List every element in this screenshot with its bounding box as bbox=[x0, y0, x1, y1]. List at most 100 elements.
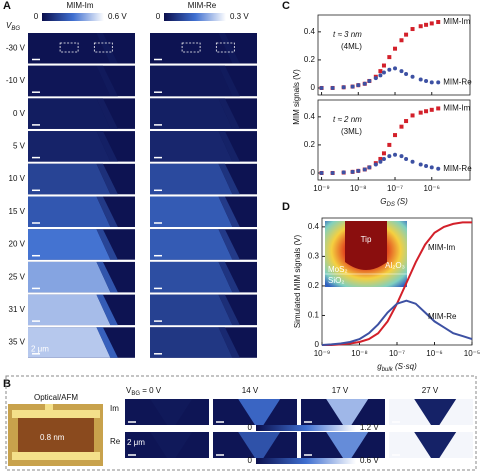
colorbar-min: 0 bbox=[248, 456, 253, 465]
point bbox=[410, 113, 415, 118]
image-strip bbox=[218, 261, 240, 293]
inset-label: MoS₂ bbox=[328, 265, 348, 274]
image-region bbox=[150, 229, 233, 260]
row-label: -10 V bbox=[6, 76, 26, 85]
x-tick-label: 10⁻⁹ bbox=[313, 184, 330, 193]
point bbox=[362, 81, 367, 86]
point bbox=[399, 38, 404, 43]
series-label: MIM-Re bbox=[443, 164, 472, 173]
point bbox=[393, 152, 398, 157]
image-region bbox=[150, 327, 233, 358]
row-label: 25 V bbox=[9, 272, 26, 281]
series-label: MIM-Im bbox=[443, 17, 470, 26]
colorbar-max: 0.6 V bbox=[360, 456, 379, 465]
scale-label: 2 μm bbox=[31, 344, 49, 353]
series-label: MIM-Im bbox=[428, 243, 455, 252]
point bbox=[393, 46, 398, 51]
label: VBG = 0 V bbox=[126, 386, 162, 396]
colorbar-title: MIM-Im bbox=[66, 1, 93, 10]
row-label: 15 V bbox=[9, 207, 26, 216]
label-part: V bbox=[126, 386, 132, 395]
y-tick-label: 0.1 bbox=[308, 311, 320, 320]
label: GDS (S) bbox=[380, 197, 408, 207]
image-region bbox=[414, 399, 457, 425]
point bbox=[367, 165, 372, 170]
y-tick-label: 0.4 bbox=[304, 27, 316, 36]
image-strip bbox=[96, 33, 118, 64]
point bbox=[436, 166, 441, 171]
roi-box bbox=[181, 42, 201, 53]
x-tick-label: 10⁻⁸ bbox=[350, 184, 367, 193]
column-label: 17 V bbox=[332, 386, 349, 395]
x-tick-label: 10⁻⁸ bbox=[351, 349, 368, 358]
image-region bbox=[326, 399, 369, 425]
line bbox=[321, 299, 473, 346]
point bbox=[387, 67, 392, 72]
y-tick-label: 0.4 bbox=[304, 112, 316, 121]
image-strip bbox=[218, 65, 240, 97]
panel-label: D bbox=[282, 201, 290, 213]
point bbox=[429, 165, 434, 170]
point bbox=[330, 170, 335, 175]
row-label: 10 V bbox=[9, 174, 26, 183]
point bbox=[436, 20, 441, 25]
image-region bbox=[150, 261, 233, 293]
image-strip bbox=[96, 65, 118, 97]
inset-label: Tip bbox=[361, 235, 372, 244]
image-region bbox=[28, 163, 111, 195]
point bbox=[404, 32, 409, 37]
image-region bbox=[150, 98, 233, 129]
point bbox=[418, 77, 423, 82]
image-region bbox=[238, 399, 281, 425]
image-region bbox=[28, 229, 111, 260]
point bbox=[399, 124, 404, 129]
row-label: 35 V bbox=[9, 338, 26, 347]
annotation: t ≈ 2 nm bbox=[333, 115, 362, 124]
point bbox=[429, 80, 434, 85]
image-region bbox=[28, 261, 111, 293]
colorbar-max: 0.6 V bbox=[108, 12, 127, 21]
image-region bbox=[414, 432, 457, 458]
image-region bbox=[28, 196, 111, 227]
x-tick-label: 10⁻⁹ bbox=[314, 349, 331, 358]
roi-box bbox=[59, 42, 79, 53]
point bbox=[424, 22, 429, 27]
image-strip bbox=[218, 294, 240, 326]
image-region bbox=[150, 432, 193, 458]
image-strip bbox=[96, 229, 118, 260]
plot-frame bbox=[317, 14, 471, 96]
y-tick-label: 0 bbox=[315, 340, 320, 349]
label-part: BG bbox=[131, 391, 140, 397]
point bbox=[387, 154, 392, 159]
row-label: Re bbox=[110, 437, 121, 446]
y-tick-label: 0.3 bbox=[308, 252, 320, 261]
series-label: MIM-Re bbox=[443, 77, 472, 86]
point bbox=[330, 85, 335, 90]
y-axis-label: MIM signals (V) bbox=[292, 69, 301, 125]
point bbox=[381, 156, 386, 161]
panel-label: A bbox=[3, 0, 11, 12]
column-label: 27 V bbox=[422, 386, 439, 395]
row-label: 5 V bbox=[13, 141, 26, 150]
image-region bbox=[28, 327, 111, 358]
y-tick-label: 0.2 bbox=[308, 281, 320, 290]
row-label: Im bbox=[110, 404, 119, 413]
colorbar bbox=[42, 13, 104, 21]
image-region bbox=[150, 131, 233, 162]
point bbox=[356, 83, 361, 88]
point bbox=[429, 107, 434, 112]
colorbar-min: 0 bbox=[34, 12, 39, 21]
point bbox=[410, 27, 415, 32]
image-region bbox=[238, 432, 281, 458]
image-strip bbox=[218, 131, 240, 162]
row-label: 20 V bbox=[9, 240, 26, 249]
point bbox=[418, 110, 423, 115]
y-tick-label: 0 bbox=[311, 168, 316, 177]
image-region bbox=[150, 294, 233, 326]
annotation: (4ML) bbox=[341, 42, 362, 51]
image-region bbox=[28, 98, 111, 129]
x-tick-label: 10⁻⁵ bbox=[464, 349, 480, 358]
y-axis-label: Simulated MIM signals (V) bbox=[293, 234, 302, 328]
label-part: (S·sq) bbox=[393, 362, 417, 371]
point bbox=[404, 71, 409, 76]
